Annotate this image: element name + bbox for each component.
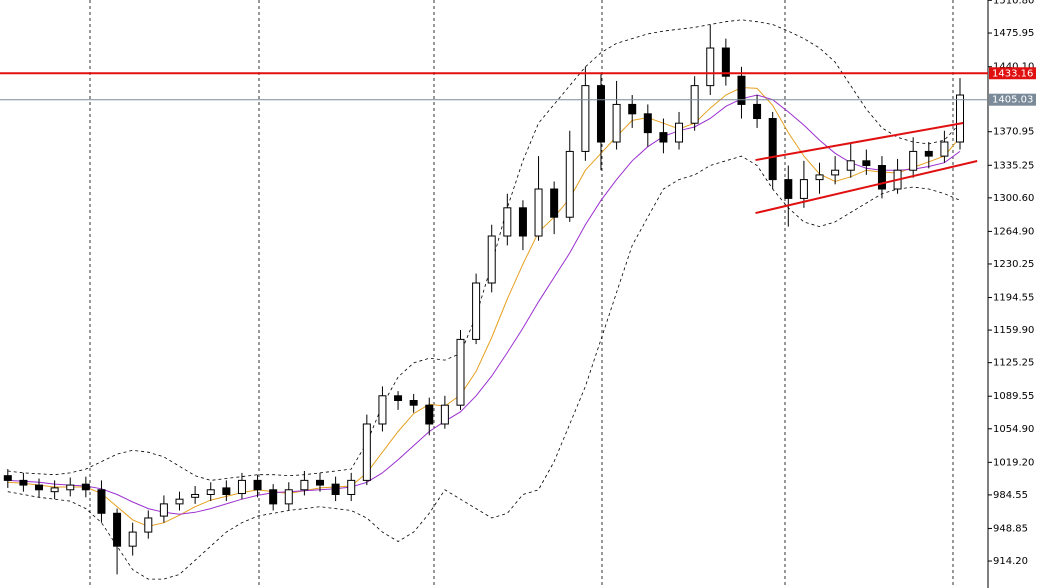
candle-body — [565, 150, 574, 218]
candle-body — [831, 169, 840, 176]
y-tick-label: 1019.20 — [993, 457, 1034, 468]
price-label-box — [989, 67, 1036, 80]
y-tick-label: 914.20 — [993, 556, 1028, 567]
y-tick-label: 1125.25 — [993, 358, 1034, 369]
candle-body — [237, 479, 246, 495]
candle-body — [159, 503, 168, 517]
candle-body — [550, 188, 559, 218]
candle-body — [206, 489, 215, 495]
y-tick-label: 1300.60 — [993, 193, 1034, 204]
candle-body — [456, 338, 465, 406]
price-label: 1405.03 — [992, 95, 1033, 106]
price-label-box — [989, 93, 1036, 106]
candle-body — [643, 113, 652, 134]
candle-body — [425, 404, 434, 425]
trend-line — [755, 122, 964, 162]
candle-body — [300, 479, 309, 491]
y-tick-label: 1475.95 — [993, 28, 1034, 39]
candle-body — [956, 94, 965, 143]
candle-body — [128, 531, 137, 547]
candle-body — [534, 188, 543, 237]
y-tick-label: 1230.25 — [993, 259, 1034, 270]
candle-body — [66, 484, 75, 491]
bollinger-band — [7, 155, 961, 580]
candle-body — [3, 475, 12, 481]
y-tick-label: 1440.10 — [993, 62, 1034, 73]
candle-body — [799, 179, 808, 199]
candle-body — [316, 479, 324, 486]
candle-body — [440, 404, 449, 425]
candle-body — [940, 141, 949, 157]
y-tick-label: 1510.80 — [993, 0, 1034, 6]
candle-body — [690, 85, 699, 124]
candle-body — [909, 150, 918, 171]
candle-body — [113, 512, 122, 547]
candle-body — [753, 103, 762, 120]
candle-body — [768, 118, 777, 181]
candle-body — [35, 484, 44, 491]
candle-body — [347, 479, 356, 495]
candle-body — [784, 179, 793, 199]
candle-body — [284, 489, 293, 505]
candle-body — [175, 498, 184, 505]
candle-body — [721, 47, 730, 77]
candle-body — [50, 487, 59, 493]
trend-line — [755, 160, 978, 215]
candle-body — [222, 487, 231, 495]
candle-body — [815, 174, 824, 181]
candle-body — [487, 235, 496, 284]
y-tick-label: 1264.90 — [993, 226, 1034, 237]
candle-body — [596, 85, 605, 143]
y-tick-label: 984.55 — [993, 490, 1028, 501]
candle-body — [19, 479, 28, 486]
price-label: 1433.16 — [992, 68, 1033, 79]
candle-body — [81, 483, 90, 491]
candle-body — [378, 395, 387, 425]
y-tick-label: 1159.90 — [993, 325, 1034, 336]
candle-body — [97, 489, 106, 514]
candle-body — [862, 160, 871, 167]
candle-body — [144, 517, 153, 533]
candle-body — [924, 150, 933, 157]
candle-body — [394, 395, 403, 401]
y-tick-label: 1335.25 — [993, 160, 1034, 171]
candle-body — [331, 483, 340, 495]
candle-body — [503, 207, 512, 237]
candle-body — [628, 103, 637, 115]
candle-body — [581, 85, 590, 152]
candle-body — [253, 479, 262, 491]
candle-body — [362, 423, 371, 481]
candle-body — [706, 47, 715, 87]
y-tick-label: 1370.95 — [993, 127, 1034, 138]
candle-body — [472, 282, 481, 340]
y-tick-label: 948.85 — [993, 523, 1028, 534]
y-tick-label: 1194.55 — [993, 293, 1034, 304]
candle-body — [409, 399, 418, 406]
candle-body — [659, 132, 668, 143]
y-tick-label: 1054.90 — [993, 424, 1034, 435]
candle-body — [846, 160, 855, 171]
candle-body — [675, 122, 684, 143]
candle-body — [518, 207, 527, 237]
candle-body — [269, 489, 278, 505]
candle-body — [877, 165, 886, 190]
candle-body — [612, 103, 621, 143]
candle-body — [191, 493, 200, 498]
bollinger-band — [7, 19, 961, 481]
y-tick-label: 1089.55 — [993, 391, 1034, 402]
candle-body — [737, 75, 746, 105]
